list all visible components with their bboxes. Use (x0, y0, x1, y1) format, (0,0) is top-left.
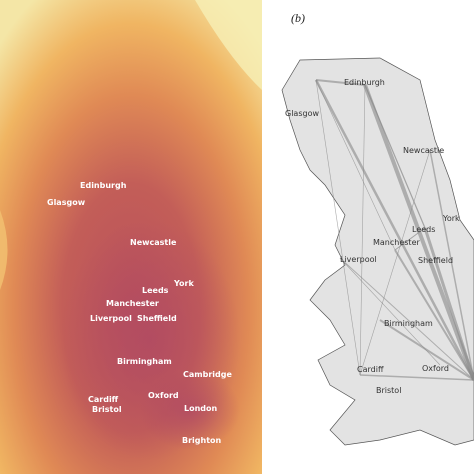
city-label: Glasgow (285, 109, 319, 118)
flow-line (314, 79, 474, 381)
low-density (195, 0, 262, 90)
city-label: Birmingham (384, 319, 433, 328)
city-label: Brighton (182, 436, 222, 445)
city-label: Cambridge (183, 370, 232, 379)
flow-line (359, 374, 474, 381)
city-label: York (442, 214, 460, 223)
flow-line (315, 79, 396, 251)
city-label: Leeds (412, 225, 435, 234)
city-label: Sheffield (418, 256, 453, 265)
city-label: Glasgow (47, 198, 86, 207)
city-label: Liverpool (90, 314, 132, 323)
city-label: York (173, 279, 195, 288)
city-label: Cardiff (357, 365, 384, 374)
heatmap-panel: Edinburgh Glasgow Newcastle York Leeds M… (0, 0, 262, 474)
city-label: Edinburgh (344, 78, 385, 87)
flow-line (364, 84, 426, 229)
city-label: Sheffield (137, 314, 177, 323)
flow-line (429, 149, 474, 381)
flow-line (339, 257, 474, 381)
flows (314, 79, 474, 381)
city-label: Newcastle (403, 146, 444, 155)
panel-label: (b) (291, 11, 305, 25)
city-label: London (184, 404, 218, 413)
city-label: Manchester (106, 299, 159, 308)
flow-line (315, 79, 361, 376)
flow-line (339, 257, 441, 366)
flow-line (394, 249, 474, 381)
network-panel: (b) Glasgow Edinburgh Newcastle York Lee… (280, 11, 474, 446)
city-label: Oxford (422, 364, 449, 373)
hotspot (140, 370, 240, 450)
city-label: Liverpool (340, 255, 377, 264)
city-label: Oxford (148, 391, 179, 400)
city-label: Leeds (142, 286, 169, 295)
city-label: Bristol (376, 386, 401, 395)
flow-line (423, 227, 474, 381)
flow-line (359, 149, 431, 376)
city-label: Manchester (373, 238, 420, 247)
city-label: Bristol (92, 405, 122, 414)
city-label: Edinburgh (80, 181, 127, 190)
city-label: Cardiff (88, 395, 119, 404)
low-density (0, 210, 8, 290)
flow-line (315, 79, 366, 86)
flow-line (359, 84, 366, 376)
city-label: Birmingham (117, 357, 172, 366)
flow-line (379, 319, 474, 381)
city-label: Newcastle (130, 238, 177, 247)
